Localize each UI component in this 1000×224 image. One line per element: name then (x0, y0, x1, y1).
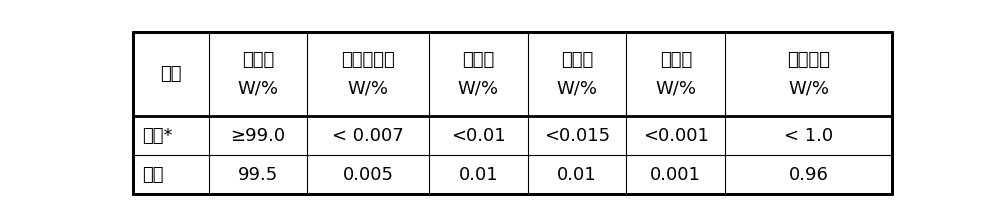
Text: <0.015: <0.015 (544, 127, 610, 145)
Text: 氯化物
W/%: 氯化物 W/% (655, 51, 696, 98)
Text: 0.01: 0.01 (459, 166, 498, 184)
Text: < 1.0: < 1.0 (784, 127, 833, 145)
Text: 国标*: 国标* (142, 127, 173, 145)
Text: 硫酸盐
W/%: 硫酸盐 W/% (458, 51, 499, 98)
Text: < 0.007: < 0.007 (332, 127, 404, 145)
Text: 项目: 项目 (160, 65, 181, 83)
Text: 盐酸不容物
W/%: 盐酸不容物 W/% (341, 51, 395, 98)
Text: 样品: 样品 (142, 166, 164, 184)
Text: ≥99.0: ≥99.0 (231, 127, 286, 145)
Text: 干燥失重
W/%: 干燥失重 W/% (787, 51, 830, 98)
Text: <0.01: <0.01 (451, 127, 506, 145)
Text: 碳酸锶
W/%: 碳酸锶 W/% (238, 51, 279, 98)
Text: 0.01: 0.01 (557, 166, 597, 184)
Text: 0.96: 0.96 (789, 166, 829, 184)
Text: <0.001: <0.001 (643, 127, 709, 145)
Text: 硝酸盐
W/%: 硝酸盐 W/% (557, 51, 598, 98)
Text: 99.5: 99.5 (238, 166, 278, 184)
Text: 0.001: 0.001 (650, 166, 701, 184)
Text: 0.005: 0.005 (343, 166, 394, 184)
